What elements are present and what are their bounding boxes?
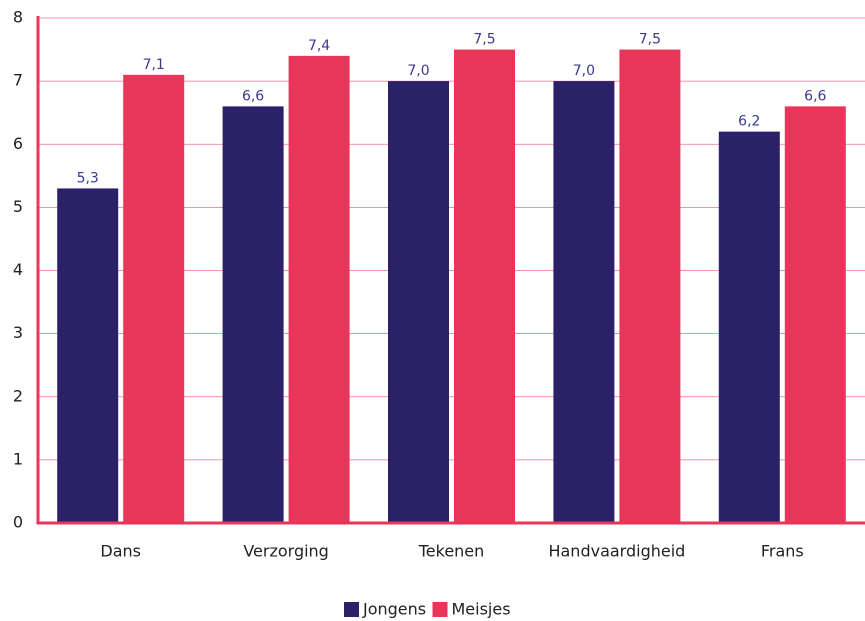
legend-swatch [344, 602, 359, 617]
bar [222, 106, 284, 523]
legend-label: Jongens [362, 600, 426, 619]
value-label: 7,5 [473, 32, 495, 48]
value-label: 6,6 [242, 88, 264, 104]
y-tick-label: 1 [13, 449, 23, 468]
bar [718, 131, 780, 523]
x-tick-label: Frans [761, 542, 804, 561]
bar [553, 81, 615, 523]
bar [454, 49, 515, 523]
legend-swatch [432, 602, 448, 617]
bar [288, 55, 350, 523]
x-tick-label: Tekenen [418, 542, 485, 561]
x-tick-label: Dans [100, 542, 141, 561]
y-tick-label: 6 [13, 134, 23, 153]
value-label: 6,6 [804, 88, 826, 104]
y-tick-label: 4 [13, 260, 23, 279]
value-label: 5,3 [77, 170, 99, 186]
y-tick-label: 3 [13, 323, 23, 342]
y-tick-label: 8 [13, 8, 23, 27]
y-tick-label: 5 [13, 197, 23, 216]
bar [57, 188, 119, 523]
bar [123, 74, 185, 523]
value-label: 7,4 [308, 38, 330, 54]
x-tick-label: Handvaardigheid [548, 542, 685, 561]
legend-label: Meisjes [452, 600, 511, 619]
value-label: 7,5 [639, 32, 661, 48]
y-tick-label: 7 [13, 71, 23, 90]
y-tick-label: 2 [13, 386, 23, 405]
value-label: 7,0 [407, 63, 429, 79]
value-label: 7,1 [143, 57, 165, 73]
x-tick-label: Verzorging [243, 542, 329, 561]
y-tick-label: 0 [13, 513, 23, 532]
bar [784, 106, 846, 523]
value-label: 7,0 [573, 63, 595, 79]
value-label: 6,2 [738, 114, 760, 130]
bar [619, 49, 681, 523]
bar [388, 81, 449, 523]
